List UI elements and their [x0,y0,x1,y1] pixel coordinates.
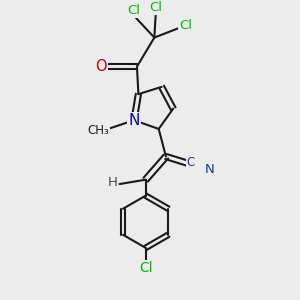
Text: C: C [187,156,195,169]
Text: N: N [205,163,214,176]
Text: Cl: Cl [149,1,162,14]
Text: N: N [128,113,140,128]
Text: Cl: Cl [127,4,140,17]
Text: Cl: Cl [179,20,192,32]
Text: Cl: Cl [139,261,152,275]
Text: H: H [107,176,117,189]
Text: O: O [95,59,106,74]
Text: CH₃: CH₃ [87,124,109,137]
